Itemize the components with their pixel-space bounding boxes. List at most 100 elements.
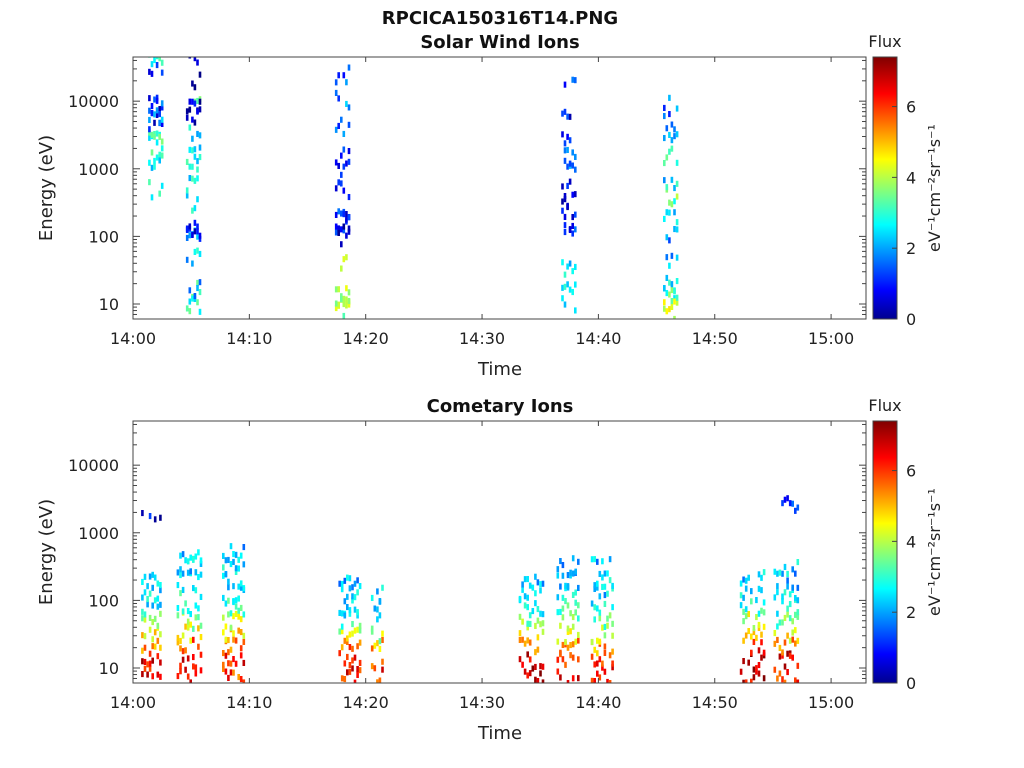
heatmap-cell [757,621,761,628]
heatmap-cell [196,233,199,240]
heatmap-cell [185,225,189,232]
heatmap-cell [526,637,529,644]
colorbar-ticks: 0 2 4 6 [892,98,916,329]
heatmap-cell [160,100,164,107]
x-tick-label: 14:30 [459,329,505,348]
heatmap-cell [571,675,575,682]
plot-frame [132,56,867,320]
heatmap-cell [670,303,674,310]
y-ticks: 10 100 1000 10000 [68,59,866,320]
heatmap-cell [141,671,144,678]
heatmap-cell [670,287,674,294]
heatmap-cell [378,645,382,652]
heatmap-cell [563,193,567,200]
heatmap-cell [564,582,567,589]
heatmap-cell [148,513,152,520]
heatmap-cell [760,631,763,638]
heatmap-cell [351,584,354,591]
x-tick-label: 14:30 [459,693,505,712]
heatmap-cell [141,632,144,639]
heatmap-cell [340,644,344,651]
heatmap-cell [794,640,797,647]
heatmap-cell [334,211,338,218]
heatmap-cell [185,187,189,194]
heatmap-cell [577,602,580,609]
heatmap-cell [373,642,377,649]
heatmap-cell [603,643,607,650]
heatmap-cell [590,638,594,645]
heatmap-cell [227,649,230,656]
heatmap-cell [198,279,202,286]
heatmap-cell [193,153,197,160]
heatmap-cell [593,646,596,653]
heatmap-cell [188,287,192,294]
heatmap-cell [556,572,560,579]
heatmap-cell [146,661,149,668]
heatmap-cell [563,271,567,278]
heatmap-cell [566,146,569,153]
heatmap-cell [378,598,382,605]
heatmap-cell [788,652,792,659]
heatmap-cell [752,629,756,636]
heatmap-cell [536,606,540,613]
heatmap-cell [155,97,159,104]
heatmap-cell [181,586,185,593]
heatmap-cell [227,584,230,591]
heatmap-cell [356,577,359,584]
heatmap-cell [334,89,338,96]
heatmap-cell [342,211,346,218]
heatmap-cell [539,621,542,628]
heatmap-cell [603,570,607,577]
heatmap-cell [569,610,572,617]
heatmap-cell [786,650,789,657]
heatmap-cell [239,604,243,611]
heatmap-cell [181,656,185,663]
heatmap-cell [158,57,161,62]
heatmap-cell [153,643,157,650]
heatmap-cell [242,544,246,551]
heatmap-cell [574,589,577,596]
heatmap-cell [340,180,343,187]
heatmap-cell [370,663,374,670]
heatmap-cell [155,154,159,161]
heatmap-cell [191,175,194,182]
heatmap-cell [227,674,230,681]
heatmap-cell [611,604,614,611]
heatmap-cell [186,569,190,576]
heatmap-cell [153,629,157,636]
heatmap-cell [744,606,748,613]
y-tick-label: 10 [99,659,119,678]
heatmap-cell [563,140,567,147]
heatmap-cell [196,299,199,306]
heatmap-cell [598,638,602,645]
heatmap-cell [574,263,577,270]
heatmap-cell [229,543,233,550]
heatmap-cell [194,553,198,560]
heatmap-cell [340,226,343,233]
heatmap-cell [536,579,540,586]
heatmap-cell [376,616,379,623]
heatmap-cell [346,604,349,611]
heatmap-cell [193,248,197,255]
heatmap-cell [151,643,154,650]
heatmap-cell [381,666,384,673]
heatmap-cell [742,608,745,615]
heatmap-cell [224,668,228,675]
heatmap-cell [348,644,352,651]
heatmap-cell [229,646,233,653]
heatmap-cell [196,166,199,173]
heatmap-cell [227,637,230,644]
heatmap-cell [184,623,187,630]
heatmap-cell [191,295,194,302]
heatmap-cell [670,298,674,305]
heatmap-cell [574,226,577,233]
heatmap-cell [143,573,147,580]
heatmap-cell [536,646,540,653]
heatmap-cell [181,608,185,615]
heatmap-cell [347,148,351,155]
heatmap-cell [340,623,344,630]
heatmap-cell [160,138,164,145]
heatmap-cell [596,650,599,657]
heatmap-cell [528,582,532,589]
heatmap-cell [148,179,151,186]
